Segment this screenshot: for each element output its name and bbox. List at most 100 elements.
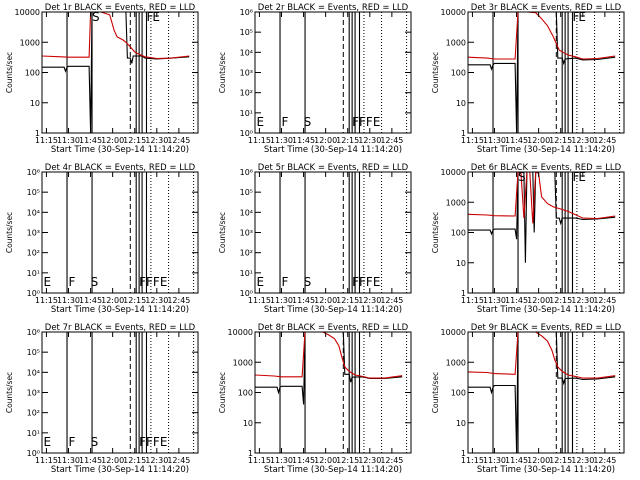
lld-series-line [468,332,616,379]
y-tick-label: 10⁴ [27,208,40,217]
x-tick-label: 11:30 [483,136,506,145]
events-series-line [468,172,616,263]
chart-title: Det 2r BLACK = Events, RED = LLD [258,3,409,13]
x-tick-label: 12:00 [527,136,550,145]
x-tick-label: 11:30 [57,136,80,145]
x-tick-label: 12:00 [527,456,550,465]
x-tick-label: 12:30 [145,456,168,465]
marker-label: FFFE [139,275,167,289]
y-tick-label: 10² [240,89,253,98]
y-tick-label: 10⁵ [240,188,253,197]
marker-label: S [304,115,312,129]
marker-label: E [43,275,51,289]
x-tick-label: 11:30 [270,136,293,145]
y-tick-label: 10³ [27,229,40,238]
x-tick-label: 11:45 [505,136,528,145]
x-tick-label: 12:30 [571,456,594,465]
x-tick-label: 12:00 [314,456,337,465]
x-tick-label: 12:00 [101,296,124,305]
x-tick-label: 12:45 [167,296,190,305]
chart-title: Det 5r BLACK = Events, RED = LLD [258,163,409,173]
y-tick-label: 1000 [446,38,466,47]
x-axis-label: Start Time (30-Sep-14 11:14:20) [51,465,189,475]
x-tick-label: 12:15 [549,296,572,305]
chart-title: Det 6r BLACK = Events, RED = LLD [471,163,622,173]
y-tick-label: 10⁵ [27,348,40,357]
y-axis-label: Counts/sec [5,212,14,253]
events-series-line [468,12,616,133]
x-tick-label: 12:45 [380,456,403,465]
y-tick-label: 10⁵ [240,28,253,37]
chart-title: Det 3r BLACK = Events, RED = LLD [471,3,622,13]
x-tick-label: 12:45 [380,136,403,145]
x-tick-label: 11:45 [79,296,102,305]
x-axis-label: Start Time (30-Sep-14 11:14:20) [264,145,402,155]
lld-series-line [468,172,616,224]
y-tick-label: 10² [240,249,253,258]
x-tick-label: 12:30 [571,296,594,305]
y-tick-label: 10¹ [240,269,253,278]
x-tick-label: 12:30 [358,456,381,465]
plot-frame [254,11,412,134]
y-tick-label: 10³ [240,229,253,238]
x-tick-label: 12:00 [527,296,550,305]
marker-label: F [281,275,288,289]
y-tick-label: 10⁰ [240,289,253,298]
y-axis-label: Counts/sec [218,372,227,413]
x-tick-label: 12:00 [101,136,124,145]
x-tick-label: 12:15 [123,456,146,465]
x-axis-label: Start Time (30-Sep-14 11:14:20) [51,305,189,315]
marker-label: FFFE [352,275,380,289]
y-tick-label: 1 [461,289,466,298]
y-tick-label: 100 [451,69,466,78]
chart-title: Det 8r BLACK = Events, RED = LLD [258,323,409,333]
y-tick-label: 10⁵ [27,188,40,197]
y-tick-label: 100 [451,389,466,398]
x-axis-label: Start Time (30-Sep-14 11:14:20) [477,465,615,475]
marker-label: S [304,275,312,289]
x-tick-label: 12:15 [549,136,572,145]
x-tick-label: 12:00 [314,136,337,145]
chart-title: Det 9r BLACK = Events, RED = LLD [471,323,622,333]
y-tick-label: 10⁶ [27,168,40,177]
x-tick-label: 11:15 [248,456,271,465]
y-axis-label: Counts/sec [218,52,227,93]
plot-frame [254,171,412,294]
y-tick-label: 10² [27,409,40,418]
marker-label: F [68,275,75,289]
y-tick-label: 10 [456,259,466,268]
x-tick-label: 11:30 [483,456,506,465]
x-tick-label: 12:45 [593,296,616,305]
plot-frame [41,171,199,294]
x-tick-label: 11:30 [483,296,506,305]
marker-label: E [152,10,160,24]
marker-label: E [256,275,264,289]
y-tick-label: 10⁰ [27,449,40,458]
y-tick-label: 10¹ [240,109,253,118]
x-tick-label: 12:15 [336,296,359,305]
y-tick-label: 10⁰ [240,129,253,138]
y-axis-label: Counts/sec [431,52,440,93]
y-tick-label: 1000 [233,358,253,367]
y-tick-label: 1 [461,449,466,458]
x-tick-label: 12:15 [123,296,146,305]
x-axis-label: Start Time (30-Sep-14 11:14:20) [477,305,615,315]
y-axis-label: Counts/sec [431,372,440,413]
x-tick-label: 12:30 [358,296,381,305]
y-tick-label: 10000 [441,8,466,17]
marker-label: E [578,170,586,184]
marker-label: E [256,115,264,129]
y-tick-label: 10⁴ [27,368,40,377]
x-tick-label: 12:15 [336,136,359,145]
y-tick-label: 10³ [240,69,253,78]
y-tick-label: 1 [461,129,466,138]
y-tick-label: 10⁴ [240,48,253,57]
x-tick-label: 12:30 [145,296,168,305]
lld-series-line [468,12,616,60]
x-tick-label: 11:15 [461,456,484,465]
x-tick-label: 12:30 [571,136,594,145]
